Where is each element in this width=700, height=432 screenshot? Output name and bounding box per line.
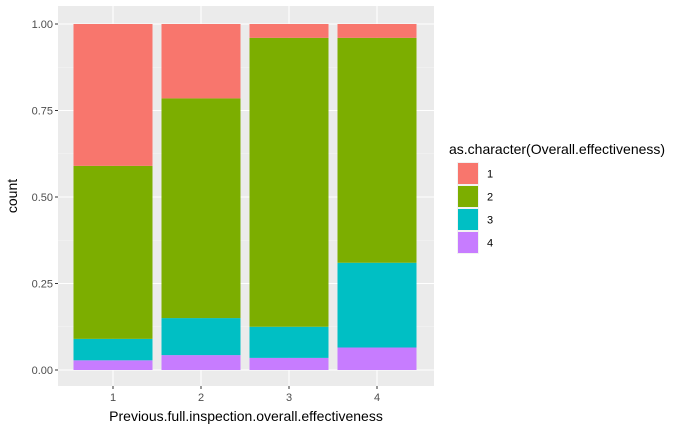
x-tick-label: 1 [110,392,116,404]
legend-key-2 [458,186,478,207]
legend-title: as.character(Overall.effectiveness) [449,141,665,157]
bar-segment-cat2-series2 [161,98,241,319]
y-tick-label: 0.50 [32,192,53,204]
bar-segment-cat4-series1 [337,24,417,38]
x-tick-label: 4 [374,392,380,404]
bar-segment-cat4-series2 [337,37,417,263]
bar-segment-cat2-series3 [161,318,241,356]
bar-segment-cat1-series2 [73,165,153,339]
bar-segment-cat3-series2 [249,37,329,327]
y-axis-title: count [4,179,20,213]
legend-label-3: 3 [487,215,493,227]
bar-segment-cat1-series4 [73,360,153,370]
legend-label-4: 4 [487,238,493,250]
x-tick-label: 3 [286,392,292,404]
bar-segment-cat3-series1 [249,24,329,38]
y-tick-label: 0.25 [32,279,53,291]
legend-key-4 [458,232,478,253]
legend-key-3 [458,209,478,230]
y-tick-label: 0.00 [32,365,53,377]
bar-segment-cat2-series4 [161,355,241,370]
bar-segment-cat2-series1 [161,24,241,99]
bars [73,24,417,370]
x-axis: 1 2 3 4 [110,386,380,404]
bar-segment-cat4-series4 [337,347,417,370]
y-tick-label: 0.75 [32,106,53,118]
legend-label-2: 2 [487,192,493,204]
bar-segment-cat4-series3 [337,262,417,348]
bar-segment-cat3-series4 [249,357,329,370]
bar-segment-cat1-series1 [73,24,153,166]
bar-segment-cat3-series3 [249,326,329,358]
x-axis-title: Previous.full.inspection.overall.effecti… [109,408,383,424]
y-tick-label: 1.00 [32,19,53,31]
legend-key-1 [458,163,478,184]
bar-segment-cat1-series3 [73,338,153,361]
legend-label-1: 1 [487,169,493,181]
y-axis: 0.00 0.25 0.50 0.75 1.00 [32,19,58,377]
x-tick-label: 2 [198,392,204,404]
legend: as.character(Overall.effectiveness) 1 2 3 4 [449,141,665,254]
